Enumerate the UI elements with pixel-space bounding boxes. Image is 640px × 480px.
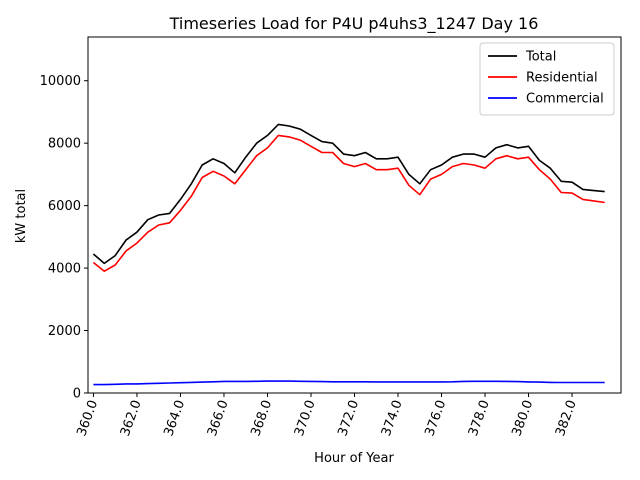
legend: Total Residential Commercial <box>479 42 615 116</box>
x-tick-label: 374.0 <box>379 398 406 438</box>
y-axis-ticks: 0 2000 4000 6000 8000 10000 <box>40 74 88 402</box>
x-tick-label: 378.0 <box>466 398 493 438</box>
y-tick-label: 6000 <box>48 199 81 214</box>
x-tick-label: 370.0 <box>292 398 319 438</box>
series-lines <box>92 123 605 386</box>
legend-label: Residential <box>526 71 598 86</box>
series-line-total <box>92 123 605 265</box>
x-tick-label: 380.0 <box>509 398 536 438</box>
x-tick-label: 376.0 <box>422 398 449 438</box>
x-tick-label: 364.0 <box>161 398 188 438</box>
x-tick-label: 382.0 <box>553 398 580 438</box>
x-tick-label: 372.0 <box>335 398 362 438</box>
legend-label: Commercial <box>526 92 604 107</box>
series-line-commercial <box>93 380 605 386</box>
x-tick-label: 362.0 <box>118 398 145 438</box>
y-axis-label: kW total <box>14 189 29 243</box>
chart-title: Timeseries Load for P4U p4uhs3_1247 Day … <box>169 14 539 34</box>
legend-label: Total <box>525 50 556 65</box>
series-line-residential <box>92 134 605 273</box>
x-axis-label: Hour of Year <box>314 451 394 466</box>
x-tick-label: 366.0 <box>205 398 232 438</box>
y-tick-label: 8000 <box>48 137 81 152</box>
y-tick-label: 4000 <box>48 262 81 277</box>
legend-box <box>479 42 615 116</box>
x-axis-ticks: 360.0 362.0 364.0 366.0 368.0 370.0 372.0 374.0… <box>74 393 580 438</box>
x-tick-label: 360.0 <box>74 398 101 438</box>
x-tick-label: 368.0 <box>248 398 275 438</box>
y-tick-label: 0 <box>73 387 81 402</box>
y-tick-label: 2000 <box>48 324 81 339</box>
y-tick-label: 10000 <box>40 74 81 89</box>
